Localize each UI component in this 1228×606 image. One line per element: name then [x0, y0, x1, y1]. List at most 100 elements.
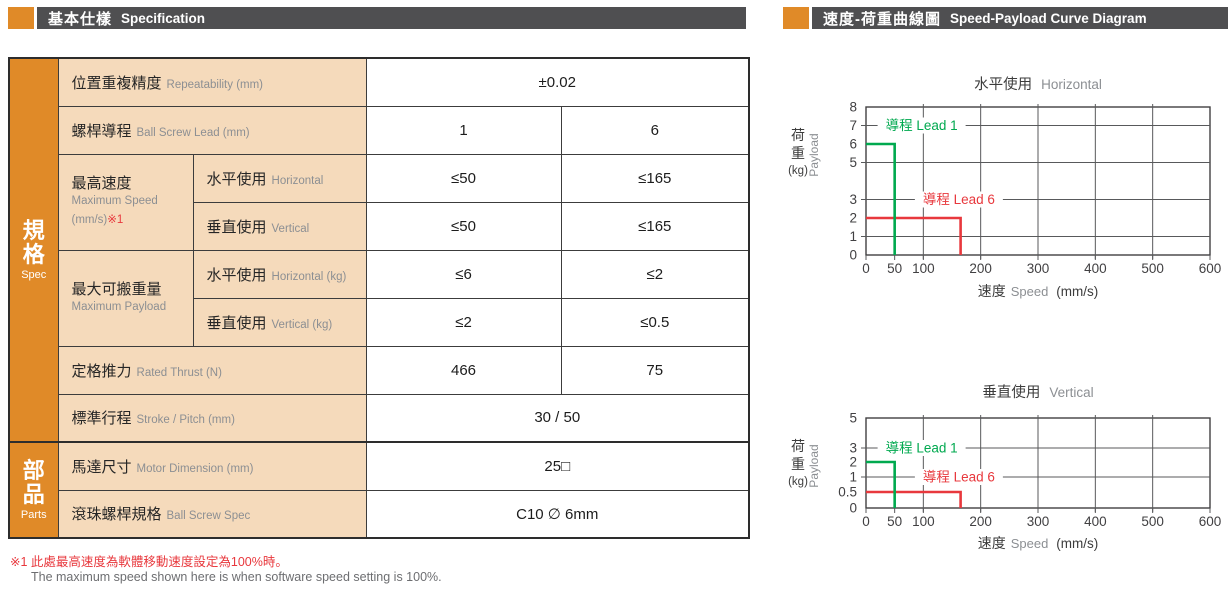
table-row: 標準行程 Stroke / Pitch (mm) 30 / 50 — [9, 393, 750, 443]
y-axis-label-unit: (kg) — [788, 165, 808, 177]
x-tick-label: 600 — [1199, 514, 1222, 529]
x-tick-label: 400 — [1084, 261, 1107, 276]
series-label-bg — [914, 469, 1003, 485]
label-max-payload-horizontal: 水平使用 Horizontal (kg) — [192, 249, 367, 299]
horizontal-chart-svg: 水平使用 Horizontal 0 50 100 200 300 400 500 600 8 7 6 5 3… — [788, 76, 1221, 299]
x-axis-label: 速度 Speed (mm/s) — [978, 283, 1099, 299]
y-tick-label: 5 — [849, 411, 857, 426]
value-max-speed-h1: ≤50 — [365, 153, 562, 203]
x-tick-label: 300 — [1027, 261, 1050, 276]
x-tick-label: 200 — [969, 514, 992, 529]
footnote-en: The maximum speed shown here is when sof… — [31, 570, 442, 584]
label-ball-screw-lead: 螺桿導程 Ball Screw Lead (mm) — [57, 105, 367, 155]
y-tick-label: 3 — [849, 192, 857, 207]
side-parts-cjk: 部品 — [22, 458, 45, 507]
series-label: 導程 Lead 6 — [923, 192, 995, 207]
y-axis-label-unit: (kg) — [788, 476, 808, 488]
series-label-bg — [877, 117, 966, 134]
side-group-parts: 部品 Parts — [8, 441, 59, 539]
table-row: 垂直使用 Vertical ≤50 ≤165 — [9, 201, 750, 251]
vertical-chart-svg: 垂直使用 Vertical 0 50 100 200 300 400 500 600 5 3210.5… — [788, 384, 1222, 551]
y-tick-label: 6 — [849, 137, 857, 152]
curve-header-title-cjk: 速度-荷重曲線圖 — [823, 10, 941, 28]
series-line — [866, 460, 896, 508]
y-tick-label: 7 — [849, 118, 857, 133]
footnote-cjk: ※1 此處最高速度為軟體移動速度設定為100%時。 — [10, 555, 288, 569]
y-tick-label: 8 — [849, 100, 857, 115]
x-tick-label: 50 — [887, 261, 902, 276]
x-tick-label: 500 — [1141, 261, 1164, 276]
x-tick-label: 0 — [862, 514, 870, 529]
table-row: 規格 Spec 位置重複精度 Repeatability (mm) ±0.02 — [8, 57, 750, 443]
label-max-speed-horizontal: 水平使用 Horizontal — [192, 153, 367, 203]
side-spec-en: Spec — [21, 268, 47, 281]
value-thrust-6: 75 — [560, 345, 750, 395]
value-max-payload-h6: ≤2 — [560, 249, 750, 299]
series-label-bg — [914, 191, 1003, 208]
table-row: 螺桿導程 Ball Screw Lead (mm) 1 6 — [9, 105, 750, 155]
value-lead6: 6 — [560, 105, 750, 155]
x-tick-label: 300 — [1027, 514, 1050, 529]
table-row: 最高速度 Maximum Speed (mm/s)※1 水平使用 Horizont… — [9, 153, 750, 251]
label-repeatability: 位置重複精度 Repeatability (mm) — [57, 57, 367, 107]
series-label: 導程 Lead 1 — [886, 441, 958, 456]
series-label: 導程 Lead 6 — [923, 470, 995, 485]
vertical-speed-payload-chart: 垂直使用 Vertical 0 50 100 200 300 400 500 600 5 3 2 1 0.5… — [788, 378, 1228, 560]
value-max-speed-v1: ≤50 — [365, 201, 562, 251]
side-spec-cjk: 規格 — [22, 218, 45, 267]
y-tick-label: 0 — [849, 248, 857, 263]
y-axis-label-cjk: 重 — [791, 456, 805, 472]
value-ball-screw-spec: C10 ∅ 6mm — [365, 489, 750, 539]
label-motor: 馬達尺寸 Motor Dimension (mm) — [57, 441, 367, 491]
label-ball-screw-spec: 滾珠螺桿規格 Ball Screw Spec — [57, 489, 367, 539]
value-motor: 25□ — [365, 441, 750, 491]
spec-accent-square — [8, 7, 34, 29]
y-tick-label: 2 — [849, 211, 857, 226]
x-tick-label: 100 — [912, 261, 935, 276]
horizontal-speed-payload-chart: 水平使用 Horizontal 0 50 100 200 300 400 500 600 8 7 6 5 3… — [788, 62, 1228, 312]
x-tick-label: 50 — [887, 514, 902, 529]
series-line — [866, 490, 962, 508]
chart-title: 水平使用 Horizontal — [974, 76, 1102, 93]
series-line — [866, 216, 962, 255]
x-tick-label: 400 — [1084, 514, 1107, 529]
curve-accent-square — [783, 7, 809, 29]
spec-header-title-en: Specification — [121, 10, 206, 26]
y-tick-label: 1 — [849, 470, 857, 485]
x-tick-label: 100 — [912, 514, 935, 529]
label-stroke: 標準行程 Stroke / Pitch (mm) — [57, 393, 367, 443]
series-label-bg — [877, 440, 966, 456]
series-label: 導程 Lead 1 — [886, 118, 958, 133]
table-row: 定格推力 Rated Thrust (N) 466 75 — [9, 345, 750, 395]
y-tick-label: 2 — [849, 455, 857, 470]
value-max-speed-h6: ≤165 — [560, 153, 750, 203]
y-tick-label: 3 — [849, 441, 857, 456]
table-row: 部品 Parts 馬達尺寸 Motor Dimension (mm) 25□ — [8, 441, 750, 539]
footnote-marker: ※1 — [107, 213, 124, 226]
x-tick-label: 200 — [969, 261, 992, 276]
x-tick-label: 0 — [862, 261, 870, 276]
table-row: 最大可搬重量 Maximum Payload 水平使用 Horizontal (k… — [9, 249, 750, 347]
table-row: 滾珠螺桿規格 Ball Screw Spec C10 ∅ 6mm — [9, 489, 750, 539]
label-max-payload-vertical: 垂直使用 Vertical (kg) — [192, 297, 367, 347]
value-repeatability: ±0.02 — [365, 57, 750, 107]
label-max-speed-vertical: 垂直使用 Vertical — [192, 201, 367, 251]
label-max-speed: 最高速度 Maximum Speed (mm/s)※1 — [57, 153, 194, 251]
y-axis-label-cjk: 荷 — [791, 438, 805, 454]
value-lead1: 1 — [365, 105, 562, 155]
x-tick-label: 500 — [1141, 514, 1164, 529]
side-group-spec: 規格 Spec — [8, 57, 59, 443]
value-max-speed-v6: ≤165 — [560, 201, 750, 251]
spec-header-title-cjk: 基本仕樣 — [48, 10, 113, 28]
y-axis-label-en: Payload — [807, 444, 821, 487]
curve-header-title-en: Speed-Payload Curve Diagram — [950, 10, 1147, 26]
y-axis-label-en: Payload — [807, 133, 821, 176]
y-tick-label: 0 — [849, 501, 857, 516]
side-parts-en: Parts — [20, 508, 47, 521]
y-tick-label: 5 — [849, 155, 857, 170]
value-stroke: 30 / 50 — [365, 393, 750, 443]
x-axis-label: 速度 Speed (mm/s) — [978, 535, 1099, 551]
y-tick-label: 0.5 — [838, 485, 857, 500]
value-max-payload-v1: ≤2 — [365, 297, 562, 347]
